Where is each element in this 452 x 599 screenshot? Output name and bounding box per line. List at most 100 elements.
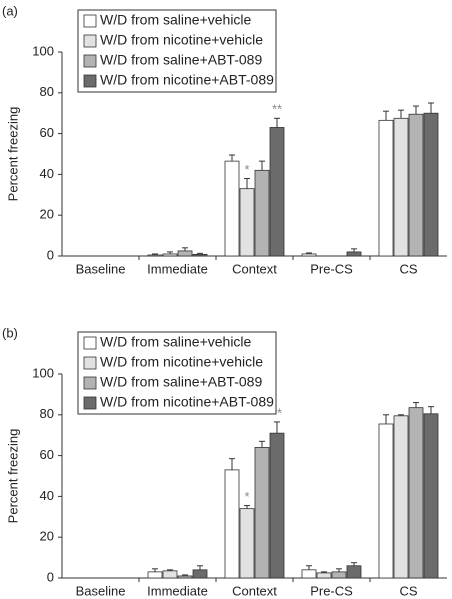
legend-label: W/D from saline+ABT-089 (100, 52, 262, 68)
error-bar (351, 248, 357, 252)
x-tick-label: Baseline (76, 261, 126, 276)
legend-label: W/D from saline+ABT-089 (100, 374, 262, 390)
bar (331, 571, 347, 579)
bar (254, 447, 270, 579)
y-tick-label: 100 (32, 43, 54, 58)
legend: W/D from saline+vehicle W/D from nicotine… (77, 9, 277, 93)
legend-swatch (83, 396, 97, 410)
y-tick-label: 100 (32, 365, 54, 380)
error-bar (167, 251, 173, 254)
y-axis-label: Percent freezing (5, 107, 20, 202)
bar (346, 565, 362, 579)
legend-box (77, 9, 277, 93)
legend-label: W/D from nicotine+ABT-089 (100, 394, 274, 410)
bar (192, 569, 208, 579)
panel: (b) Percent freezing 0 20 40 60 80 100 Baseline I… (2, 325, 447, 598)
bar (147, 254, 163, 257)
legend-label: W/D from saline+vehicle (100, 334, 252, 350)
bar (192, 253, 208, 257)
legend-swatch (83, 356, 97, 370)
error-bar (383, 414, 389, 424)
legend-label: W/D from saline+vehicle (100, 12, 252, 28)
y-tick-label: 80 (40, 84, 54, 99)
bar (378, 423, 394, 579)
legend-swatch (83, 14, 97, 28)
x-tick-label: Baseline (76, 583, 126, 598)
error-bar (259, 160, 265, 171)
legend-swatch (83, 34, 97, 48)
error-bar (306, 565, 312, 570)
bar (162, 253, 178, 257)
error-bar (413, 402, 419, 408)
panel-label: (b) (2, 325, 18, 340)
y-tick-label: 80 (40, 406, 54, 421)
error-bar (244, 177, 250, 189)
significance-mark: * (244, 162, 249, 177)
error-bar (197, 565, 203, 570)
error-bar (428, 102, 434, 114)
bar (301, 253, 317, 257)
y-tick-label: 40 (40, 166, 54, 181)
error-bar (383, 110, 389, 121)
bar (301, 569, 317, 579)
y-tick-label: 60 (40, 447, 54, 462)
legend-label: W/D from nicotine+vehicle (100, 354, 263, 370)
x-tick-label: CS (399, 583, 417, 598)
x-tick-label: Pre-CS (310, 583, 353, 598)
legend-box (77, 331, 277, 415)
bar (408, 407, 424, 579)
error-bar (351, 562, 357, 566)
y-axis-label: Percent freezing (5, 429, 20, 524)
bar (239, 508, 255, 579)
bar (224, 469, 240, 579)
bar (239, 188, 255, 257)
bar (224, 160, 240, 257)
bar (423, 413, 439, 579)
legend-swatch (83, 74, 97, 88)
legend-label: W/D from nicotine+vehicle (100, 32, 263, 48)
significance-mark: ** (272, 405, 282, 420)
error-bar (167, 569, 173, 571)
error-bar (321, 571, 327, 573)
y-tick-label: 60 (40, 125, 54, 140)
y-tick-label: 20 (40, 207, 54, 222)
bar (378, 119, 394, 257)
legend-swatch (83, 54, 97, 68)
panel-label: (a) (2, 3, 18, 18)
y-tick-label: 0 (47, 247, 54, 262)
significance-mark: * (244, 489, 249, 504)
x-tick-label: Context (232, 583, 277, 598)
error-bar (152, 253, 158, 255)
error-bar (306, 252, 312, 254)
legend-swatch (83, 376, 97, 390)
panel: (a) Percent freezing 0 20 40 60 80 100 Baseline I… (2, 3, 447, 276)
bar (177, 250, 193, 257)
error-bar (336, 568, 342, 572)
bar (316, 572, 332, 579)
legend-label: W/D from nicotine+ABT-089 (100, 72, 274, 88)
bar (393, 117, 409, 257)
error-bar (244, 505, 250, 509)
x-tick-label: Immediate (147, 261, 208, 276)
bar (346, 251, 362, 257)
bar (162, 570, 178, 579)
y-tick-label: 40 (40, 488, 54, 503)
x-tick-label: Immediate (147, 583, 208, 598)
bar (423, 112, 439, 257)
error-bar (229, 458, 235, 470)
error-bar (398, 414, 404, 416)
error-bar (398, 109, 404, 119)
bar (254, 169, 270, 257)
error-bar (274, 421, 280, 434)
legend: W/D from saline+vehicle W/D from nicotine… (77, 331, 277, 415)
x-tick-label: Context (232, 261, 277, 276)
legend-swatch (83, 336, 97, 350)
error-bar (229, 154, 235, 162)
error-bar (182, 574, 188, 576)
error-bar (182, 247, 188, 251)
error-bar (413, 105, 419, 115)
y-tick-label: 20 (40, 529, 54, 544)
x-tick-label: CS (399, 261, 417, 276)
bar (393, 415, 409, 579)
